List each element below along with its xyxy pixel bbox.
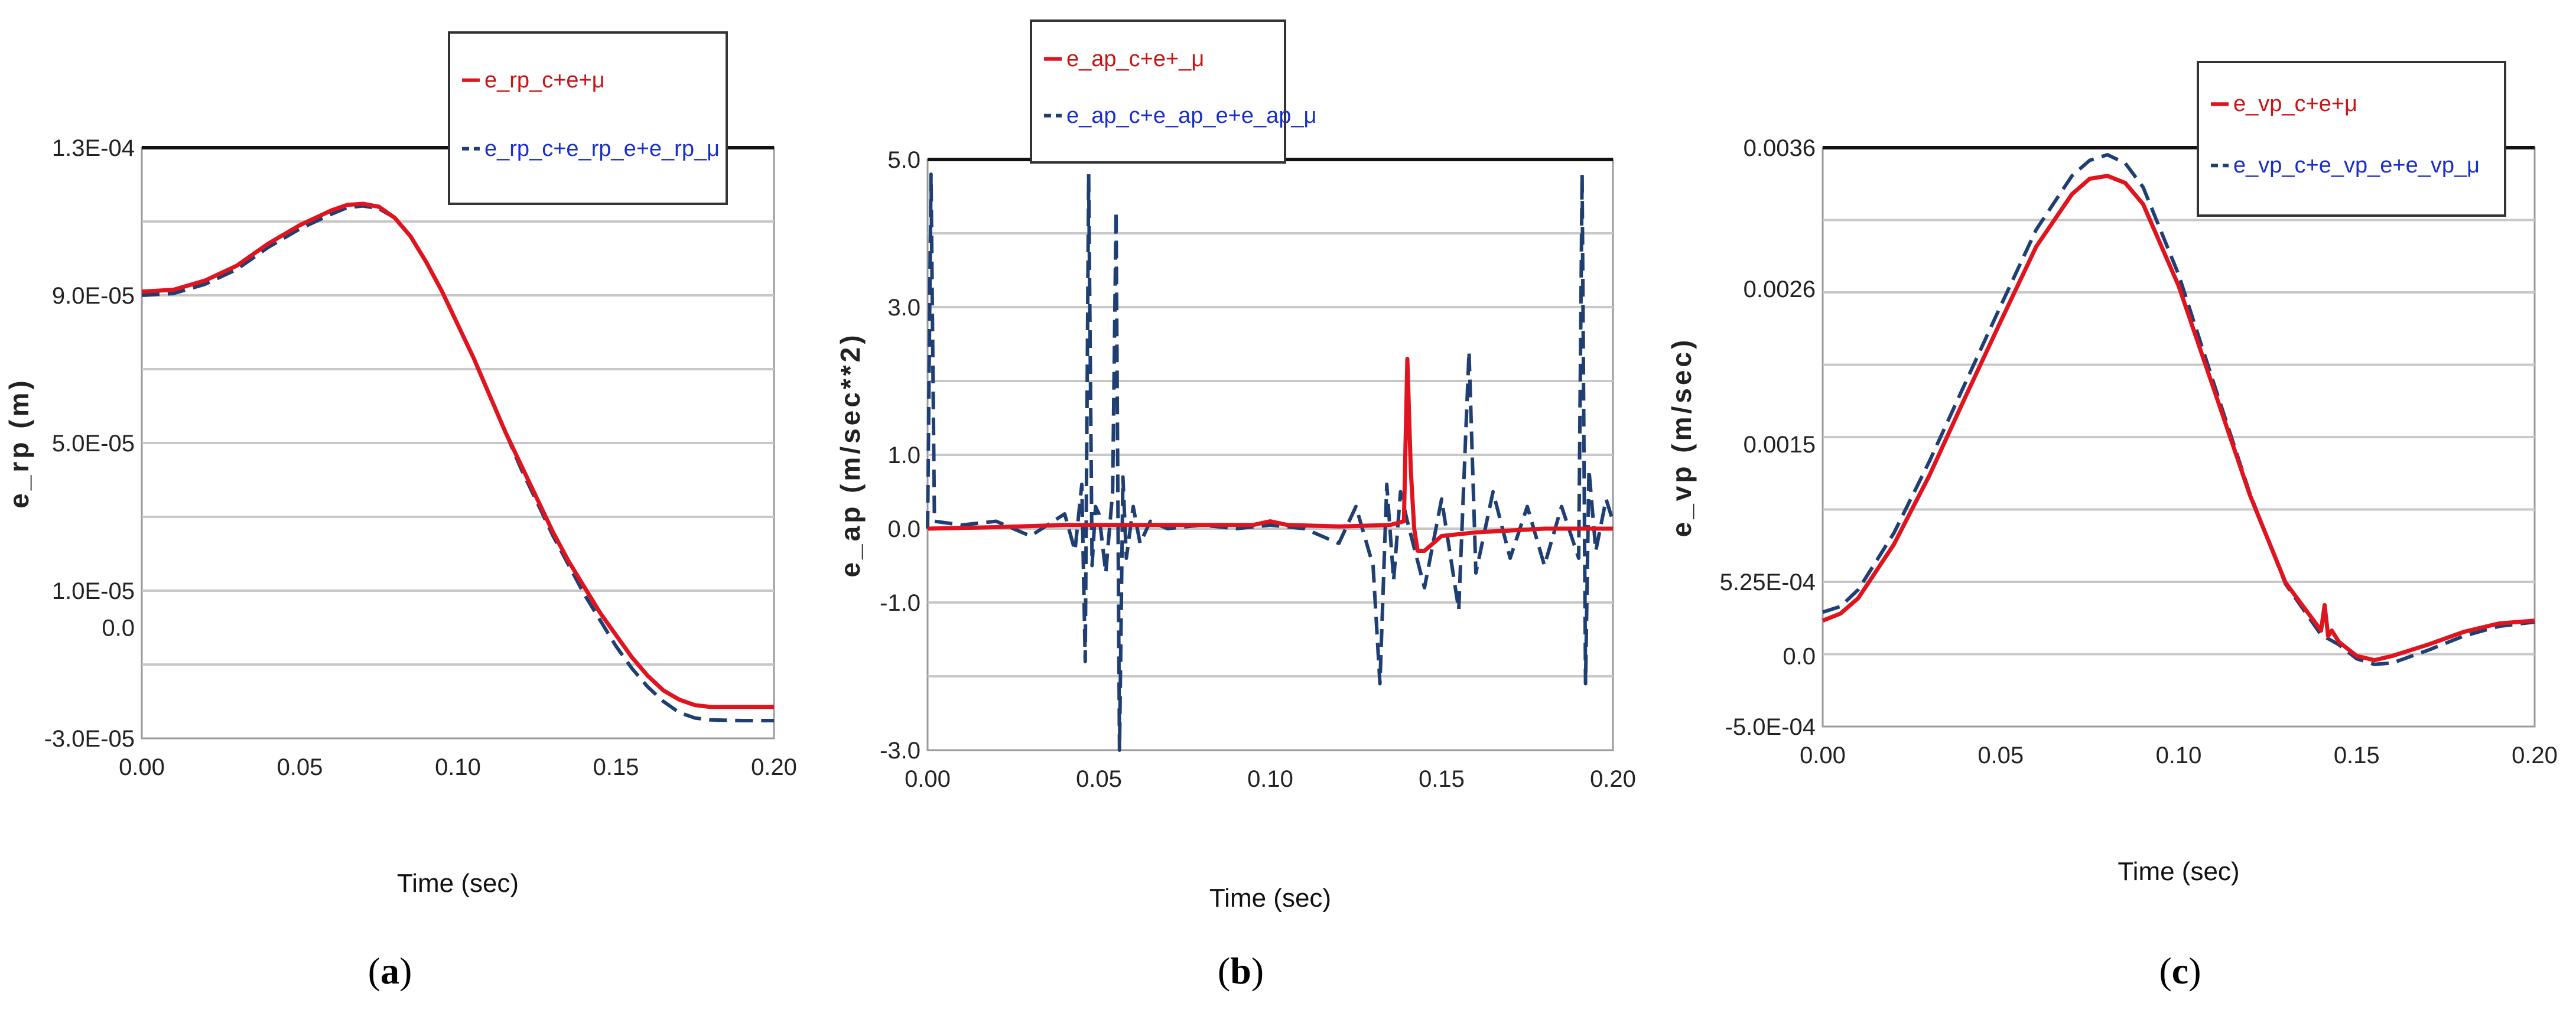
y-tick-label: 0.0 (887, 516, 921, 542)
legend-box (1030, 19, 1286, 164)
y-tick-label: 0.0015 (1744, 432, 1816, 458)
panel-label-b: (b) (1218, 950, 1264, 992)
panel-label-close: ) (399, 950, 412, 992)
x-tick-label: 0.05 (1977, 742, 2024, 768)
y-axis-label: e_vp (m/sec) (1666, 337, 1697, 538)
series-line-dashed (926, 172, 1615, 752)
y-tick-label: 1.0 (887, 442, 921, 468)
legend-box (448, 31, 728, 205)
series-line-solid (927, 357, 1613, 553)
panel-label-close: ) (2188, 950, 2201, 992)
series-line-solid (141, 201, 774, 709)
x-tick-label: 0.20 (751, 754, 797, 780)
y-tick-label: 0.0 (1783, 643, 1816, 669)
legend: e_ap_c+e+_μ e_ap_c+e_ap_e+e_ap_μ (1030, 19, 1316, 164)
panel-label-open: ( (2159, 950, 2171, 992)
chart-panel-b: -3.0 -1.0 0.0 1.0 3.0 5.0 0.00 0.05 0.10 0.15 0.20… (835, 19, 1636, 992)
panels: -3.0E-05 0.0 1.0E-05 5.0E-05 9.0E-05 1.3E-04 0… (4, 19, 2558, 992)
legend: e_vp_c+e+μ e_vp_c+e_vp_e+e_vp_μ (2197, 61, 2506, 217)
y-tick-label: -1.0 (880, 590, 921, 616)
panel-label-open: ( (1218, 950, 1230, 992)
y-tick-label: 5.0 (887, 147, 921, 173)
legend-entry: e_vp_c+e+μ (2233, 92, 2357, 116)
y-axis-label: e_ap (m/sec**2) (835, 332, 866, 577)
chart-panel-c: -5.0E-04 0.0 5.25E-04 0.0015 0.0026 0.0036 0.0… (1666, 61, 2558, 992)
x-tick-label: 0.00 (1800, 742, 1846, 768)
series-line-solid (1822, 174, 2535, 663)
y-tick-label: -3.0 (880, 738, 921, 764)
panel-label-c: (c) (2159, 950, 2201, 992)
y-tick-label: -5.0E-04 (1725, 714, 1816, 740)
y-tick-label: 5.0E-05 (52, 431, 135, 457)
y-tick-label: 3.0 (887, 295, 921, 321)
x-tick-label: 0.15 (1419, 766, 1465, 792)
x-axis-label: Time (sec) (1209, 884, 1331, 913)
x-tick-label: 0.15 (2334, 742, 2380, 768)
legend-entry: e_vp_c+e_vp_e+e_vp_μ (2233, 153, 2480, 178)
x-tick-label: 0.10 (2156, 742, 2202, 768)
x-tick-label: 0.20 (2512, 742, 2558, 768)
y-axis-label: e_rp (m) (4, 377, 34, 508)
legend: e_rp_c+e+μ e_rp_c+e_rp_e+e_rp_μ (448, 31, 728, 205)
panel-label-letter: a (380, 950, 399, 992)
x-tick-label: 0.05 (1076, 766, 1122, 792)
y-tick-label: 0.0036 (1744, 135, 1816, 161)
x-tick-label: 0.00 (119, 754, 165, 780)
legend-box (2197, 61, 2506, 217)
x-tick-label: 0.15 (593, 754, 639, 780)
chart-panel-a: -3.0E-05 0.0 1.0E-05 5.0E-05 9.0E-05 1.3E-04 0… (4, 31, 797, 992)
y-tick-label: 1.0E-05 (52, 578, 135, 604)
x-tick-label: 0.20 (1590, 766, 1636, 792)
x-axis-label: Time (sec) (397, 869, 519, 898)
x-axis-label: Time (sec) (2118, 857, 2239, 886)
legend-entry: e_ap_c+e+_μ (1066, 47, 1204, 71)
panel-label-letter: c (2172, 950, 2188, 992)
x-tick-label: 0.05 (277, 754, 323, 780)
panel-label-close: ) (1251, 950, 1264, 992)
y-tick-label: 9.0E-05 (52, 283, 135, 309)
panel-label-letter: b (1230, 950, 1251, 992)
legend-entry: e_rp_c+e+μ (484, 68, 605, 93)
y-tick-label: 1.3E-04 (52, 135, 135, 161)
x-tick-label: 0.10 (435, 754, 481, 780)
panel-label-a: (a) (368, 950, 412, 992)
legend-entry: e_rp_c+e_rp_e+e_rp_μ (484, 136, 720, 161)
panel-label-open: ( (368, 950, 380, 992)
y-tick-label: 0.0026 (1744, 276, 1816, 302)
x-tick-label: 0.10 (1247, 766, 1293, 792)
y-tick-label: -3.0E-05 (44, 726, 135, 752)
y-tick-label: 0.0 (102, 615, 135, 641)
x-tick-label: 0.00 (905, 766, 951, 792)
y-tick-label: 5.25E-04 (1720, 569, 1816, 595)
legend-entry: e_ap_c+e_ap_e+e_ap_μ (1066, 103, 1316, 128)
